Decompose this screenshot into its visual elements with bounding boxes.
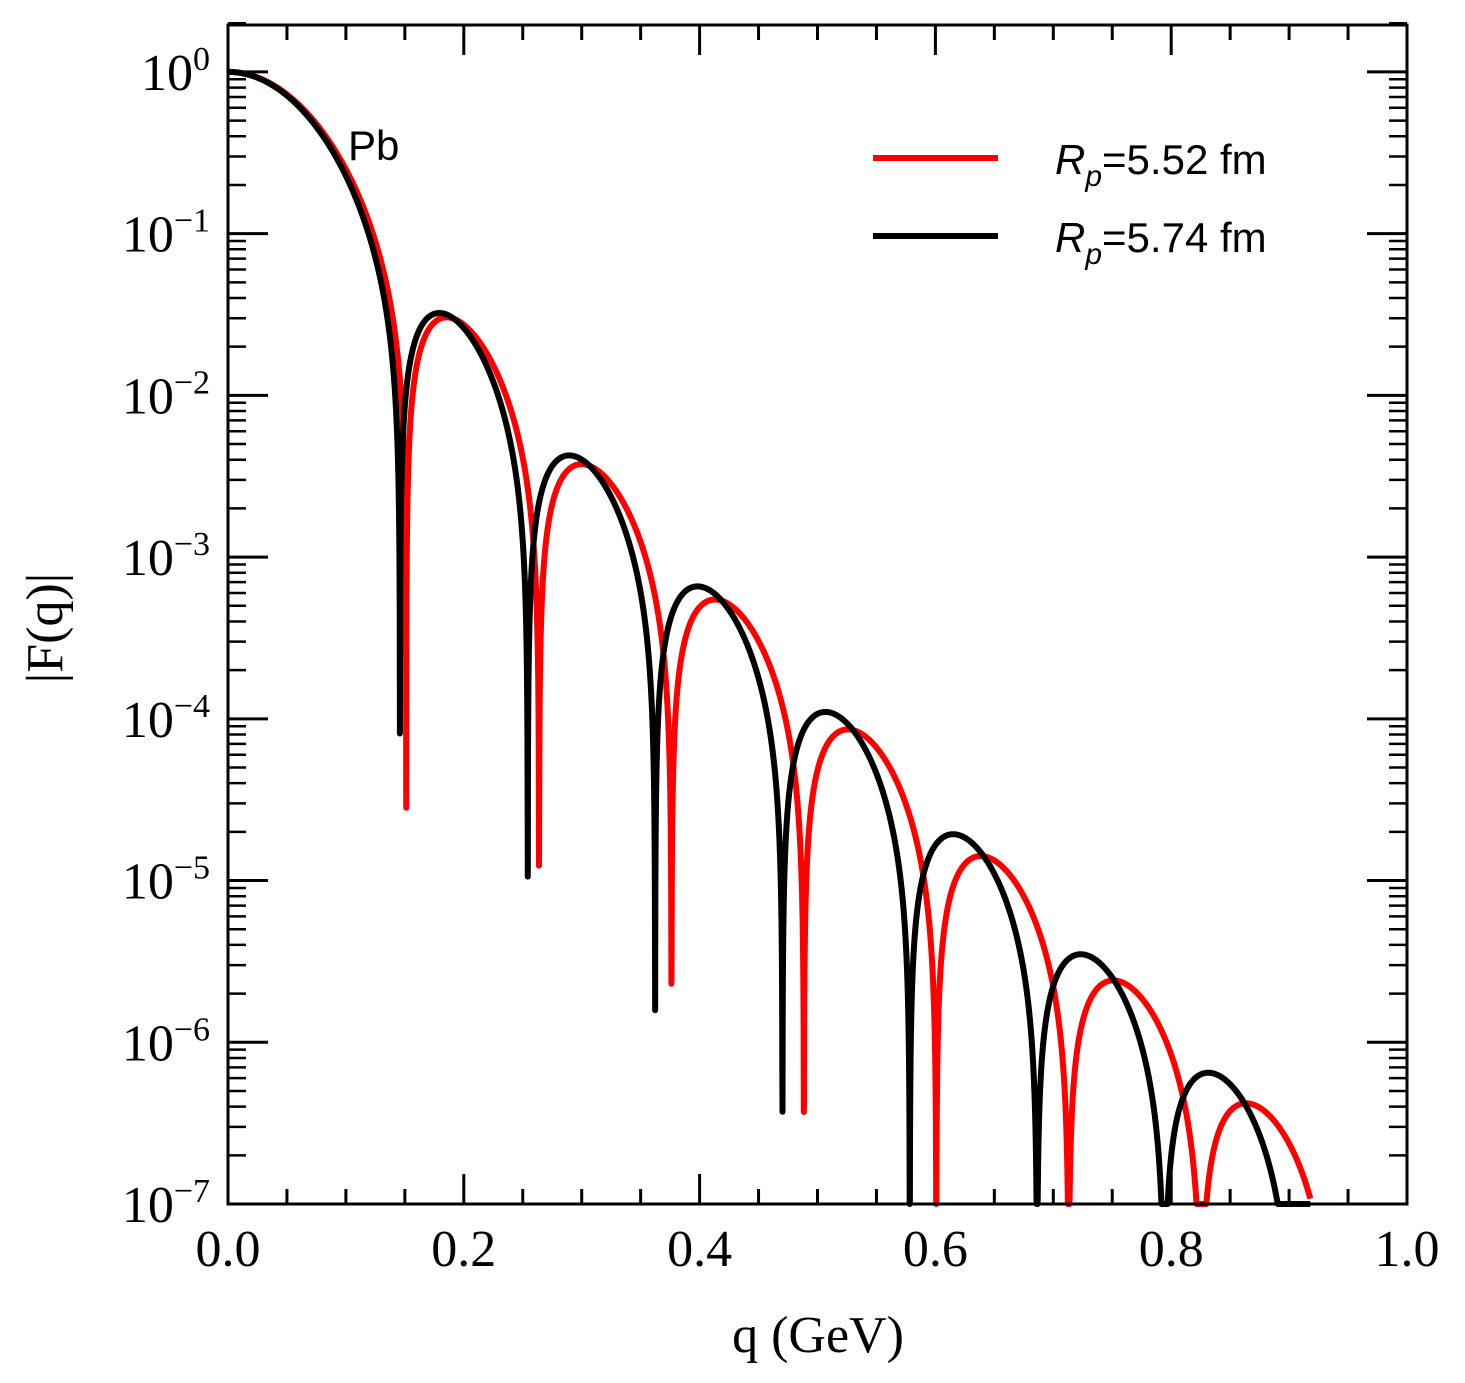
y-tick-label: 10−3	[122, 526, 210, 587]
x-tick-labels: 0.0 0.2 0.4 0.6 0.8 1.0	[196, 1221, 1440, 1278]
annotation-pb: Pb	[348, 122, 399, 169]
plot-curves	[225, 68, 1314, 1207]
plot-frame	[226, 23, 1409, 1206]
y-tick-label: 10−1	[122, 203, 210, 264]
legend-label-2: Rp=5.74 fm	[1055, 214, 1267, 271]
x-tick-label: 0.0	[196, 1221, 261, 1278]
x-tick-label: 1.0	[1375, 1221, 1440, 1278]
legend-label-1: Rp=5.52 fm	[1055, 136, 1267, 193]
series-line-1	[225, 68, 1314, 1207]
axis-ticks	[226, 21, 1409, 1206]
x-tick-label: 0.4	[667, 1221, 732, 1278]
x-tick-label: 0.6	[903, 1221, 968, 1278]
series-line-2	[225, 68, 1314, 1207]
y-axis-label: |F(q)|	[17, 573, 74, 683]
y-tick-label: 10−2	[122, 364, 210, 425]
x-tick-label: 0.2	[431, 1221, 496, 1278]
y-tick-labels: 100 10−1 10−2 10−3 10−4 10−5 10−6 10−7	[122, 41, 210, 1234]
y-tick-label: 10−7	[122, 1173, 210, 1234]
x-tick-label: 0.8	[1139, 1221, 1204, 1278]
y-tick-label: 10−6	[122, 1011, 210, 1072]
y-tick-label: 100	[141, 41, 210, 102]
y-tick-label: 10−5	[122, 850, 210, 911]
y-tick-label: 10−4	[122, 688, 210, 749]
legend: Rp=5.52 fm Rp=5.74 fm	[873, 136, 1267, 271]
x-axis-label: q (GeV)	[732, 1307, 904, 1364]
